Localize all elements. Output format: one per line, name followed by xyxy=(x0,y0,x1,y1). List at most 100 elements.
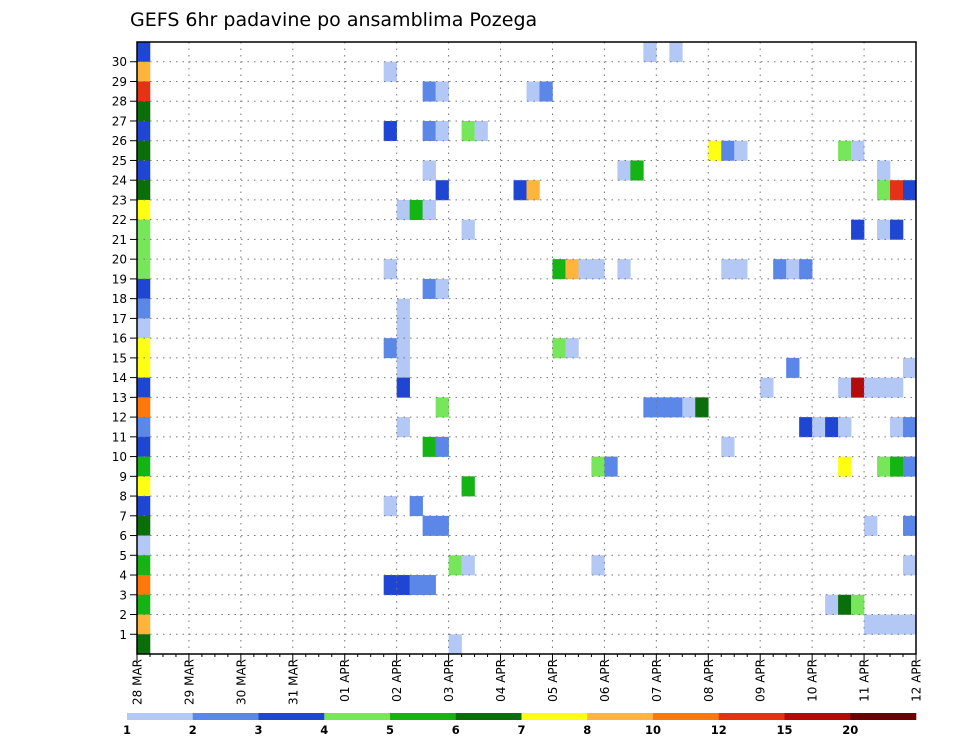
y-tick-label: 29 xyxy=(112,75,127,89)
y-tick-label: 2 xyxy=(119,608,127,622)
precip-cell-m5-t0 xyxy=(137,535,151,556)
precip-cell-m3-t19 xyxy=(383,575,397,596)
precip-cell-m24-t22 xyxy=(422,160,436,181)
precip-cell-m4-t25 xyxy=(461,555,475,576)
y-tick-label: 13 xyxy=(112,391,127,405)
precip-cell-m19-t32 xyxy=(552,259,566,280)
x-tick-label: 09 APR xyxy=(754,659,768,702)
precip-cell-m25-t45 xyxy=(721,140,735,161)
precip-cell-m26-t25 xyxy=(461,120,475,142)
colorbar-swatch xyxy=(718,713,785,720)
precip-cell-m10-t22 xyxy=(422,436,436,457)
colorbar-label: 2 xyxy=(189,723,197,737)
precip-cell-m15-t33 xyxy=(565,338,579,359)
precip-cell-m13-t55 xyxy=(851,377,865,398)
y-tick-label: 26 xyxy=(112,134,127,148)
colorbar-label: 3 xyxy=(254,723,262,737)
precip-cell-m1-t59 xyxy=(903,614,917,635)
precip-cell-m11-t52 xyxy=(812,417,826,438)
precip-cell-m9-t36 xyxy=(604,456,618,477)
precip-cell-m30-t41 xyxy=(669,42,683,63)
precip-cell-m9-t57 xyxy=(877,456,891,477)
precip-cell-m14-t59 xyxy=(903,357,917,378)
precip-cell-m30-t39 xyxy=(643,42,657,63)
precip-cell-m12-t40 xyxy=(656,397,670,418)
y-tick-label: 4 xyxy=(119,569,127,583)
precip-cell-m17-t20 xyxy=(396,298,410,319)
colorbar-swatch xyxy=(390,713,457,720)
precip-cell-m28-t31 xyxy=(539,81,553,102)
precip-cell-m11-t58 xyxy=(890,417,904,438)
precip-cell-m29-t0 xyxy=(137,61,151,82)
precip-cell-m9-t0 xyxy=(137,456,151,477)
y-tick-label: 10 xyxy=(112,450,127,464)
precip-cell-m3-t0 xyxy=(137,575,151,596)
colorbar-swatch xyxy=(587,713,654,720)
y-tick-label: 6 xyxy=(119,529,127,543)
precip-cell-m13-t54 xyxy=(838,377,852,398)
precip-cell-m6-t56 xyxy=(864,515,878,536)
precip-cell-m26-t22 xyxy=(422,120,436,142)
precip-cell-m21-t55 xyxy=(851,219,865,240)
y-tick-label: 18 xyxy=(112,292,127,306)
colorbar-swatch xyxy=(192,713,259,720)
precip-cell-m23-t0 xyxy=(137,180,151,201)
precip-cell-m2-t54 xyxy=(838,594,852,615)
colorbar-label: 1 xyxy=(123,723,131,737)
precip-cell-m23-t23 xyxy=(435,180,449,201)
precip-cell-m12-t42 xyxy=(682,397,696,418)
x-tick-label: 07 APR xyxy=(650,659,664,702)
precip-cell-m25-t0 xyxy=(137,140,151,161)
precip-cell-m19-t35 xyxy=(591,259,605,280)
y-tick-label: 21 xyxy=(112,233,127,247)
y-tick-label: 11 xyxy=(112,430,127,444)
precip-cell-m29-t19 xyxy=(383,61,397,82)
precip-cell-m25-t46 xyxy=(734,140,748,161)
precip-cell-m11-t54 xyxy=(838,417,852,438)
colorbar-swatch xyxy=(324,713,391,720)
precip-cell-m4-t59 xyxy=(903,555,917,576)
x-axis: 28 MAR 29 MAR 30 MAR 31 MAR 01 APR 02 APR 03 A… xyxy=(131,654,924,705)
y-tick-label: 1 xyxy=(119,628,127,642)
x-tick-label: 28 MAR xyxy=(131,659,145,705)
precip-cell-m1-t57 xyxy=(877,614,891,635)
x-tick-label: 03 APR xyxy=(442,659,456,702)
precip-cell-m21-t57 xyxy=(877,219,891,240)
precip-cell-m9-t59 xyxy=(903,456,917,477)
colorbar-label: 20 xyxy=(842,723,858,737)
colorbar-label: 5 xyxy=(386,723,394,737)
precip-cell-m22-t21 xyxy=(409,199,423,220)
precip-cell-m21-t0 xyxy=(137,219,151,240)
precip-cell-m13-t58 xyxy=(890,377,904,398)
y-tick-label: 24 xyxy=(112,174,127,188)
precip-cell-m26-t26 xyxy=(474,120,488,142)
precip-cell-m19-t51 xyxy=(799,259,813,280)
y-tick-label: 15 xyxy=(112,351,127,365)
precip-cell-m19-t0 xyxy=(137,259,151,280)
precip-cell-m23-t58 xyxy=(890,180,904,201)
precip-cell-m30-t0 xyxy=(137,42,151,63)
precip-cell-m14-t0 xyxy=(137,357,151,378)
precip-cell-m15-t0 xyxy=(137,338,151,359)
colorbar-label: 4 xyxy=(320,723,328,737)
precip-cell-m1-t56 xyxy=(864,614,878,635)
precip-cell-m6-t59 xyxy=(903,515,917,536)
precip-cell-m26-t23 xyxy=(435,120,449,142)
y-tick-label: 22 xyxy=(112,213,127,227)
precip-cell-m21-t25 xyxy=(461,219,475,240)
precip-cell-m25-t44 xyxy=(708,140,722,161)
colorbar-swatch xyxy=(258,713,325,720)
precip-cell-m10-t0 xyxy=(137,436,151,457)
precip-cell-m11-t20 xyxy=(396,417,410,438)
colorbar-swatch xyxy=(784,713,851,720)
precip-cell-m15-t19 xyxy=(383,338,397,359)
precip-cell-m13-t0 xyxy=(137,377,151,398)
precip-cell-m19-t50 xyxy=(786,259,800,280)
precip-cell-m4-t24 xyxy=(448,555,462,576)
precip-cell-m19-t37 xyxy=(617,259,631,280)
precip-cell-m8-t0 xyxy=(137,476,151,497)
precip-cell-m23-t30 xyxy=(526,180,540,201)
precip-cell-m11-t59 xyxy=(903,417,917,438)
y-tick-label: 5 xyxy=(119,549,127,563)
chart-title: GEFS 6hr padavine po ansamblima Pozega xyxy=(130,9,537,31)
